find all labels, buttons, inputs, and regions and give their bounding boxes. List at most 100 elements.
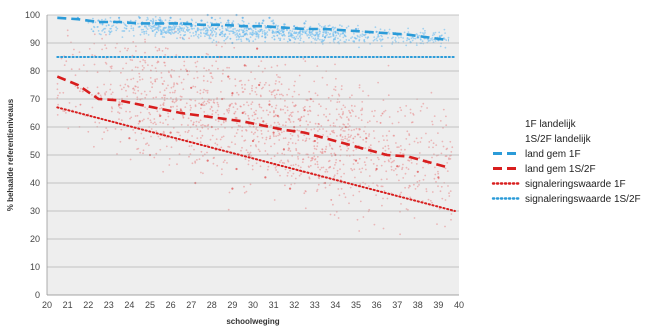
y-tick-label-50: 50: [30, 150, 40, 160]
x-tick-label-21: 21: [63, 300, 73, 310]
legend-item-1: 1S/2F landelijk: [525, 134, 592, 145]
scatter-point-0-24: [303, 22, 306, 25]
scatter-point-1-36: [76, 86, 79, 89]
scatter-point-1-46: [365, 137, 368, 140]
scatter-point-1-2: [262, 120, 265, 123]
legend-item-3: land gem 1S/2F: [493, 164, 596, 175]
scatter-point-0-22: [334, 30, 337, 33]
scatter-point-0-2: [262, 19, 265, 22]
scatter-point-0-28: [264, 36, 267, 39]
y-tick-label-90: 90: [30, 38, 40, 48]
scatter-point-1-30: [118, 103, 121, 106]
scatter-point-0-19: [276, 30, 279, 33]
series-line-1: [56, 75, 450, 169]
legend-item-2: land gem 1F: [493, 149, 581, 160]
scatter-point-1-39: [231, 187, 234, 190]
y-axis-ticks: 0 10 20 30 40 50 60 70 80 90 100: [25, 10, 40, 300]
line-layer: [56, 16, 456, 212]
scatter-point-0-34: [416, 36, 419, 39]
scatter-point-0-37: [324, 36, 327, 39]
scatter-point-0-32: [97, 19, 100, 22]
scatter-point-1-13: [227, 75, 230, 78]
scatter-point-1-21: [258, 83, 261, 87]
scatter-point-0-5: [272, 22, 275, 25]
y-tick-label-80: 80: [30, 66, 40, 76]
scatter-point-0-29: [218, 33, 222, 36]
scatter-point-1-26: [138, 120, 141, 123]
x-tick-label-27: 27: [186, 300, 196, 310]
scatter-point-1-28: [264, 176, 267, 179]
scatter-point-0-8: [179, 22, 182, 25]
x-tick-label-33: 33: [310, 300, 320, 310]
scatter-point-1-34: [416, 170, 419, 173]
scatter-point-1-47: [128, 137, 131, 140]
scatter-point-1-27: [354, 159, 358, 162]
legend-item-4: signaleringswaarde 1F: [491, 179, 626, 190]
scatter-point-1-41: [256, 47, 259, 50]
x-tick-label-30: 30: [248, 300, 258, 310]
x-axis-title: schoolweging: [226, 317, 279, 326]
scatter-point-1-31: [375, 167, 378, 171]
x-tick-label-39: 39: [433, 300, 443, 310]
scatter-point-0-10: [247, 27, 250, 31]
scatter-point-1-12: [282, 148, 285, 151]
scatter-point-1-1: [241, 111, 244, 115]
x-axis-ticks: 20 21 22 23 24 25 26 27 28 29 30 31 32 33 34 35 36 37 38 39…: [42, 300, 464, 310]
legend-label-4: signaleringswaarde 1F: [525, 179, 626, 190]
y-tick-label-20: 20: [30, 234, 40, 244]
legend-item-0: 1F landelijk: [525, 119, 577, 130]
scatter-point-0-27: [354, 27, 358, 31]
scatter-point-0-13: [227, 19, 230, 22]
scatter-point-1-3: [200, 103, 203, 106]
scatter-point-1-19: [276, 114, 279, 117]
scatter-point-0-38: [288, 39, 292, 42]
x-tick-label-20: 20: [42, 300, 52, 310]
scatter-point-1-4: [272, 131, 275, 134]
x-tick-label-36: 36: [372, 300, 382, 310]
scatter-point-0-3: [231, 22, 234, 25]
scatter-point-0-6: [221, 25, 224, 28]
scatter-point-1-33: [396, 165, 399, 168]
scatter-point-0-1: [241, 16, 244, 19]
scatter-point-0-14: [268, 16, 271, 19]
scatter-point-1-32: [97, 92, 100, 95]
legend-label-0: 1F landelijk: [525, 119, 577, 130]
scatter-point-1-23: [206, 159, 209, 162]
x-tick-label-32: 32: [289, 300, 299, 310]
x-tick-label-38: 38: [413, 300, 423, 310]
series-line-0: [57, 16, 449, 42]
scatter-point-1-38: [288, 187, 292, 190]
scatter-point-0-30: [118, 16, 121, 19]
scatter-point-0-25: [243, 33, 246, 36]
scatter-point-0-21: [258, 22, 261, 25]
scatter-point-1-35: [437, 176, 440, 179]
scatter-point-1-8: [179, 109, 182, 112]
y-tick-label-10: 10: [30, 262, 40, 272]
scatter-point-0-4: [200, 19, 203, 22]
legend-label-2: land gem 1F: [525, 149, 581, 160]
x-tick-label-22: 22: [83, 300, 93, 310]
scatter-point-0-31: [375, 30, 378, 33]
y-tick-label-30: 30: [30, 206, 40, 216]
y-tick-label-0: 0: [35, 290, 40, 300]
y-tick-label-100: 100: [25, 10, 40, 20]
y-tick-label-70: 70: [30, 94, 40, 104]
x-tick-label-29: 29: [227, 300, 237, 310]
x-tick-label-40: 40: [454, 300, 464, 310]
scatter-point-1-16: [313, 139, 316, 143]
series-line-2: [56, 106, 456, 212]
x-tick-label-31: 31: [269, 300, 279, 310]
scatter-point-1-17: [235, 167, 238, 171]
scatter-point-0-15: [159, 19, 162, 22]
scatter-point-0-9: [293, 25, 296, 28]
scatter-point-1-11: [190, 86, 193, 89]
x-tick-label-24: 24: [124, 300, 134, 310]
scatter-point-0-18: [169, 16, 172, 19]
legend-item-5: signaleringswaarde 1S/2F: [491, 194, 641, 205]
legend: 1F landelijk 1S/2F landelijk land gem 1F la…: [491, 119, 641, 205]
scatter-point-0-26: [138, 16, 141, 19]
x-tick-label-28: 28: [207, 300, 217, 310]
x-tick-label-34: 34: [330, 300, 340, 310]
legend-label-5: signaleringswaarde 1S/2F: [525, 194, 641, 205]
